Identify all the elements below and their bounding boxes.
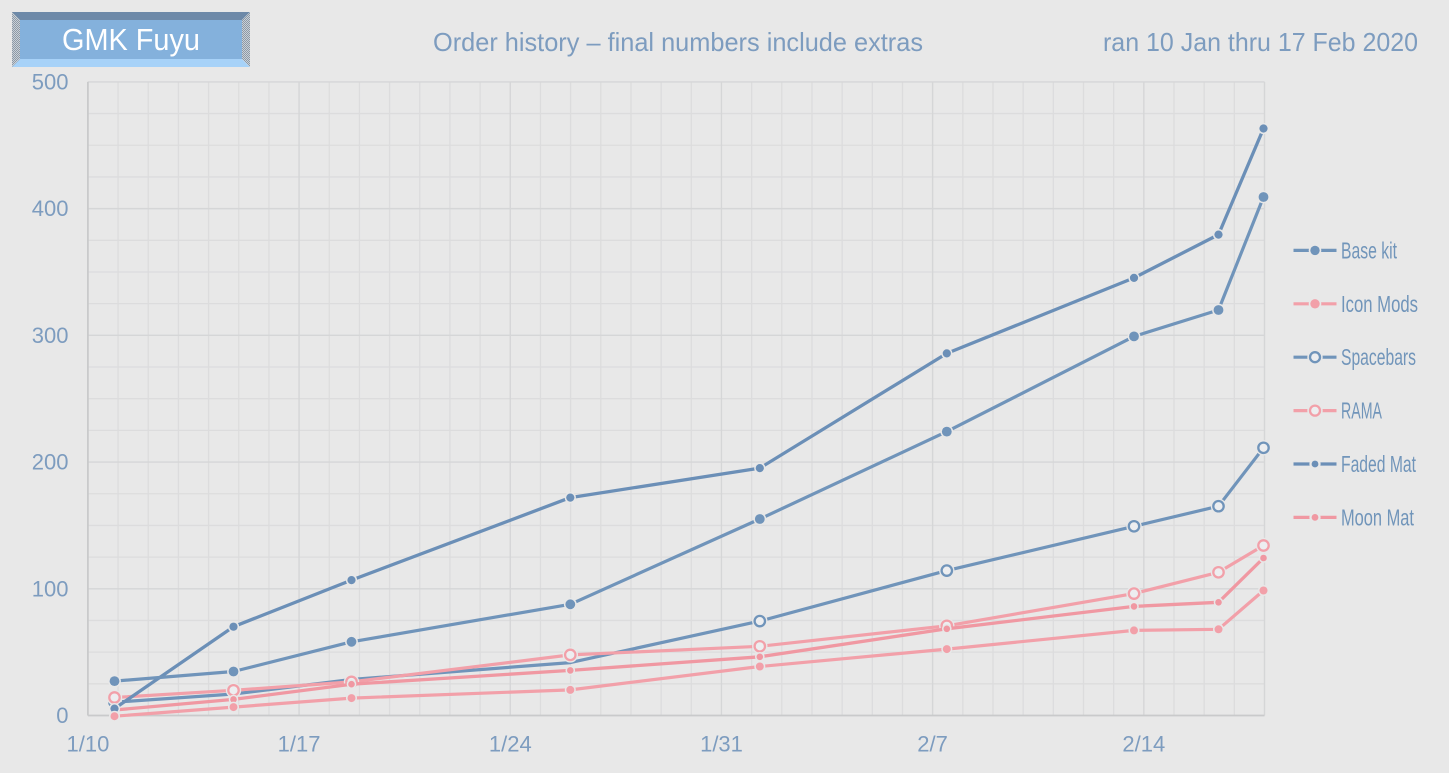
- svg-text:Order history – final numbers: Order history – final numbers include ex…: [433, 27, 923, 57]
- svg-text:0: 0: [56, 703, 68, 728]
- svg-text:RAMA: RAMA: [1341, 398, 1382, 424]
- svg-text:1/31: 1/31: [700, 732, 743, 757]
- svg-text:500: 500: [32, 69, 69, 94]
- svg-text:1/17: 1/17: [278, 732, 321, 757]
- svg-text:GMK Fuyu: GMK Fuyu: [62, 22, 200, 57]
- svg-text:1/10: 1/10: [66, 732, 109, 757]
- svg-text:100: 100: [32, 576, 69, 601]
- svg-text:Faded Mat: Faded Mat: [1341, 451, 1416, 477]
- svg-text:300: 300: [32, 323, 69, 348]
- svg-text:Spacebars: Spacebars: [1341, 344, 1416, 370]
- svg-text:400: 400: [32, 196, 69, 221]
- svg-text:1/24: 1/24: [489, 732, 532, 757]
- svg-text:2/14: 2/14: [1122, 732, 1165, 757]
- svg-text:2/7: 2/7: [917, 732, 948, 757]
- svg-text:Base kit: Base kit: [1341, 237, 1397, 263]
- svg-text:Icon Mods: Icon Mods: [1341, 291, 1418, 317]
- svg-text:ran 10 Jan thru 17 Feb 2020: ran 10 Jan thru 17 Feb 2020: [1103, 27, 1418, 57]
- svg-text:200: 200: [32, 450, 69, 475]
- svg-text:Moon Mat: Moon Mat: [1341, 504, 1414, 530]
